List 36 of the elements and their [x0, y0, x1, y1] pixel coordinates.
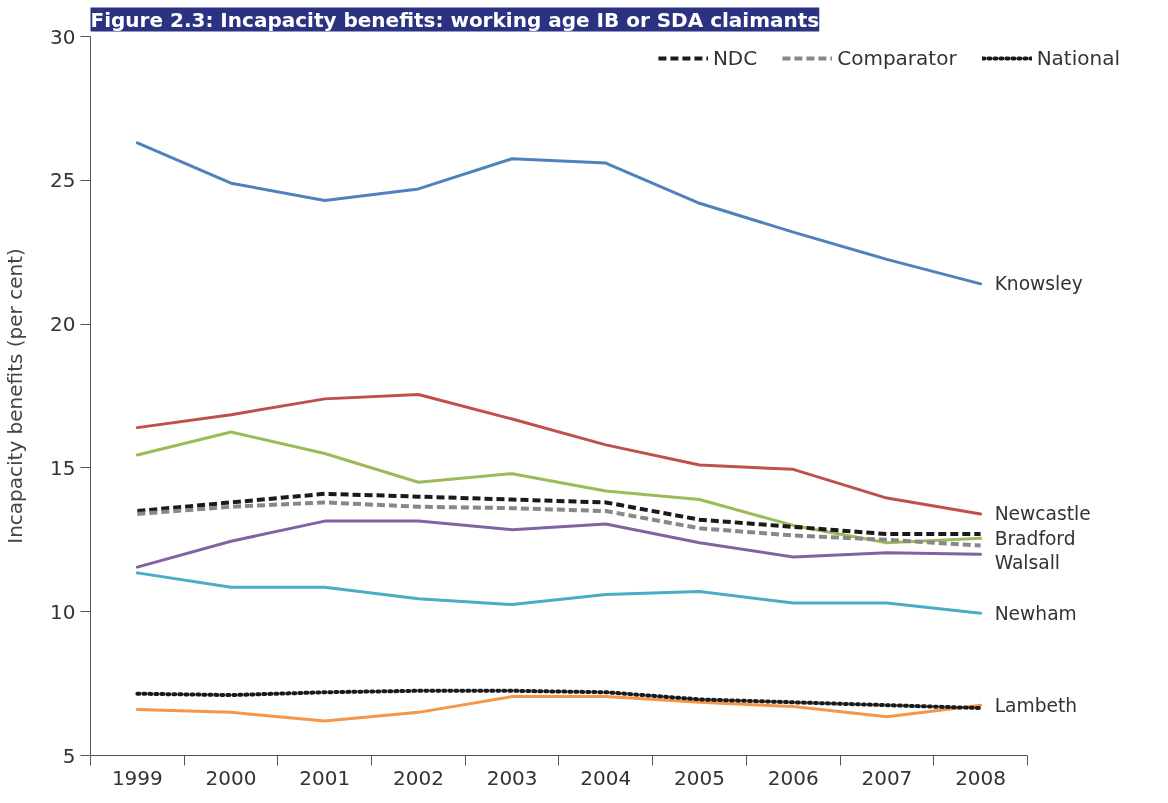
y-axis-title: Incapacity benefits (per cent)	[3, 248, 28, 544]
legend-label: National	[1036, 46, 1120, 70]
x-tick-label: 2005	[674, 765, 725, 790]
line-series	[135, 141, 983, 286]
line-series	[135, 688, 983, 711]
line-series	[135, 393, 983, 516]
y-tick-label: 10	[50, 599, 76, 624]
y-tick-label: 20	[50, 312, 76, 337]
series-label: Lambeth	[994, 694, 1078, 716]
line-series	[135, 519, 983, 569]
x-tick-label: 2006	[767, 765, 819, 790]
series-label: Newcastle	[994, 503, 1091, 525]
x-tick-label: 2007	[861, 765, 913, 790]
series-label: Knowsley	[994, 273, 1083, 295]
line-series	[135, 430, 983, 545]
legend-label: Comparator	[837, 46, 957, 70]
series-label: Newham	[994, 602, 1077, 624]
x-tick-label: 2000	[205, 765, 257, 790]
x-tick-label: 2001	[299, 765, 351, 790]
legend-label: NDC	[712, 46, 758, 70]
line-series	[135, 571, 983, 615]
y-tick-label: 30	[50, 24, 76, 49]
y-tick-label: 5	[62, 743, 76, 768]
chart-title: Figure 2.3: Incapacity benefits: working age IB or SDA claimants	[90, 7, 820, 32]
x-tick-label: 2004	[580, 765, 632, 790]
series-label: Bradford	[994, 527, 1076, 549]
x-tick-label: 2003	[486, 765, 538, 790]
y-tick-label: 25	[50, 168, 76, 193]
line-series	[135, 695, 983, 723]
x-tick-label: 2002	[392, 765, 444, 790]
line-series	[135, 491, 983, 537]
series-label: Walsall	[994, 552, 1061, 574]
x-tick-label: 2008	[955, 765, 1007, 790]
line-series	[135, 500, 983, 548]
y-tick-label: 15	[50, 455, 76, 480]
x-tick-label: 1999	[111, 765, 163, 790]
